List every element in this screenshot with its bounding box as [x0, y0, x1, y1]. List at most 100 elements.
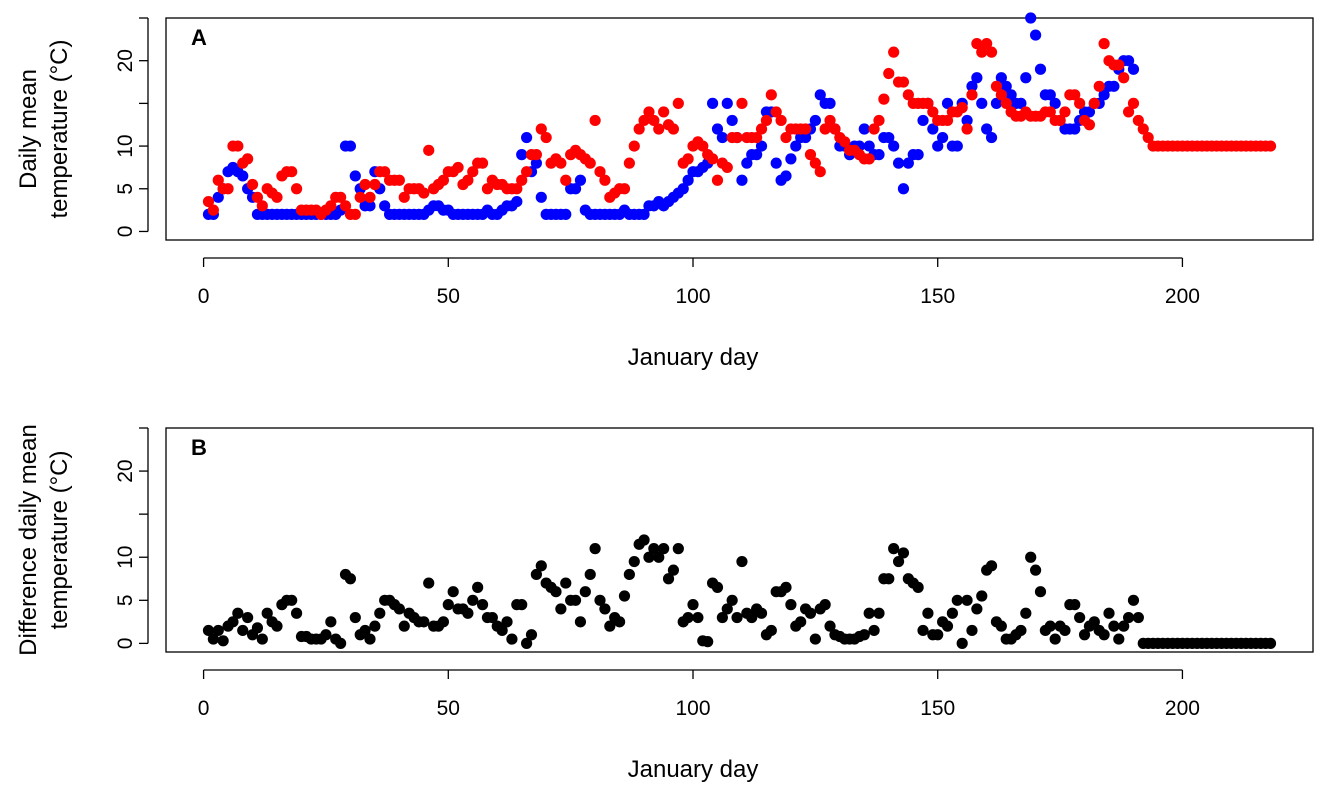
x-tick-label: 0 — [198, 285, 210, 308]
point — [271, 191, 283, 203]
point — [736, 97, 748, 109]
point — [814, 89, 826, 101]
point — [941, 620, 954, 632]
point — [878, 93, 890, 105]
point — [902, 89, 914, 101]
point — [437, 616, 450, 628]
point — [775, 114, 787, 127]
y-tick-label: 20 — [114, 49, 137, 72]
point — [976, 97, 988, 109]
point — [873, 607, 885, 619]
point — [364, 633, 376, 645]
point — [1044, 89, 1056, 101]
point — [873, 149, 885, 161]
point — [819, 123, 831, 135]
point — [731, 611, 743, 624]
point — [858, 123, 870, 135]
point — [990, 97, 1003, 109]
point — [379, 200, 391, 212]
point — [560, 174, 572, 186]
point — [232, 607, 244, 619]
point — [868, 123, 880, 135]
point — [1108, 80, 1120, 92]
point — [799, 131, 812, 144]
point — [516, 174, 528, 186]
point — [932, 140, 944, 152]
point — [286, 594, 298, 606]
point — [525, 629, 538, 641]
point — [1088, 97, 1100, 109]
point — [711, 174, 724, 186]
x-axis-label: January day — [628, 344, 759, 371]
point — [824, 620, 836, 632]
point — [716, 131, 728, 144]
point — [550, 586, 562, 598]
point — [623, 568, 635, 581]
point — [961, 594, 973, 606]
point — [995, 89, 1007, 101]
point — [702, 636, 714, 648]
point — [755, 123, 768, 135]
point — [706, 153, 719, 165]
point — [1122, 611, 1135, 624]
point — [516, 149, 528, 161]
point — [516, 599, 528, 611]
point — [927, 106, 939, 118]
point — [521, 637, 533, 649]
point — [1108, 620, 1120, 632]
point — [1098, 89, 1110, 101]
point — [804, 149, 817, 161]
point — [1034, 63, 1047, 75]
point — [897, 76, 910, 88]
point — [892, 157, 905, 169]
point — [589, 543, 601, 555]
point — [212, 624, 224, 637]
panel-label: B — [191, 435, 207, 460]
point — [320, 629, 332, 641]
point — [643, 551, 655, 563]
point — [780, 131, 792, 144]
y-axis-label: Daily mean — [15, 69, 42, 189]
point — [256, 200, 268, 212]
point — [467, 594, 479, 606]
point — [873, 114, 885, 127]
point — [359, 624, 371, 637]
point — [325, 616, 337, 628]
point — [726, 594, 738, 606]
point — [212, 174, 224, 186]
point — [824, 97, 836, 109]
point — [780, 581, 792, 593]
point — [290, 607, 303, 619]
point — [785, 599, 797, 611]
point — [242, 153, 254, 165]
point — [599, 174, 611, 186]
point — [785, 153, 797, 165]
point — [476, 599, 489, 611]
point — [599, 603, 611, 615]
point — [560, 208, 572, 220]
point — [765, 89, 777, 101]
point — [995, 72, 1007, 84]
point — [1113, 59, 1125, 71]
point — [242, 611, 254, 624]
point — [941, 114, 954, 127]
point — [511, 195, 523, 208]
point — [1264, 637, 1277, 649]
point — [1029, 564, 1042, 576]
point — [1069, 89, 1081, 101]
point — [584, 568, 596, 581]
point — [1025, 551, 1037, 563]
y-tick-label: 20 — [114, 459, 137, 482]
y-tick-label: 10 — [114, 546, 137, 569]
point — [716, 611, 728, 624]
point — [858, 629, 870, 641]
y-tick-label: 5 — [114, 183, 137, 195]
point — [667, 564, 680, 576]
point — [937, 131, 949, 144]
point — [809, 157, 821, 169]
point — [1015, 624, 1027, 637]
point — [613, 616, 626, 628]
plot-frame — [165, 17, 1314, 241]
point — [1088, 616, 1100, 628]
point — [1083, 119, 1096, 131]
